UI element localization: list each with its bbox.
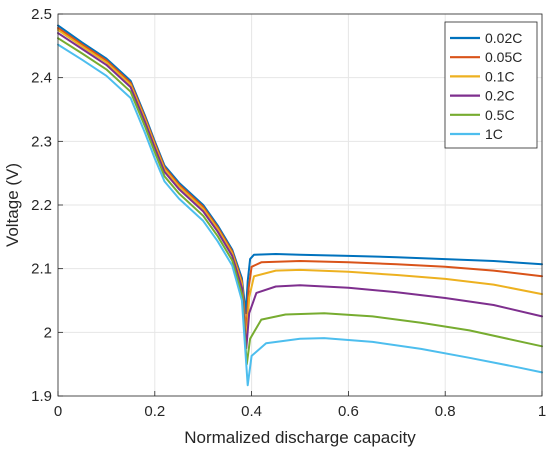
legend-label: 0.05C — [485, 49, 522, 65]
y-tick-label: 2.2 — [31, 197, 52, 214]
x-tick-label: 0.4 — [241, 403, 262, 420]
legend-label: 1C — [485, 126, 503, 142]
series-line-0.2C — [57, 32, 543, 350]
legend-label: 0.5C — [485, 107, 515, 123]
x-tick-label: 0.8 — [435, 403, 456, 420]
series-line-1C — [57, 43, 543, 387]
x-tick-label: 0.6 — [338, 403, 359, 420]
x-tick-label: 1 — [538, 403, 546, 420]
y-tick-label: 2.4 — [31, 70, 52, 87]
y-tick-label: 2.3 — [31, 133, 52, 150]
legend: 0.02C 0.05C 0.1C 0.2C 0.5C 1C — [444, 21, 538, 149]
legend-box — [444, 21, 538, 149]
y-tick-label: 2 — [44, 324, 52, 341]
axis-ticks — [57, 13, 543, 397]
legend-label: 0.1C — [485, 68, 515, 84]
series-line-0.5C — [57, 37, 543, 366]
x-tick-label: 0.2 — [144, 403, 165, 420]
y-tick-label: 2.1 — [31, 261, 52, 278]
y-tick-label: 2.5 — [31, 6, 52, 23]
y-tick-labels: 1.9 2 2.1 2.2 2.3 2.4 2.5 — [31, 6, 52, 405]
y-axis-label: Voltage (V) — [3, 163, 22, 247]
series-lines — [57, 24, 543, 387]
legend-label: 0.2C — [485, 88, 515, 104]
y-tick-label: 1.9 — [31, 388, 52, 405]
x-tick-labels: 0 0.2 0.4 0.6 0.8 1 — [54, 403, 546, 420]
x-axis-label: Normalized discharge capacity — [184, 428, 416, 447]
legend-label: 0.02C — [485, 30, 522, 46]
x-tick-label: 0 — [54, 403, 62, 420]
